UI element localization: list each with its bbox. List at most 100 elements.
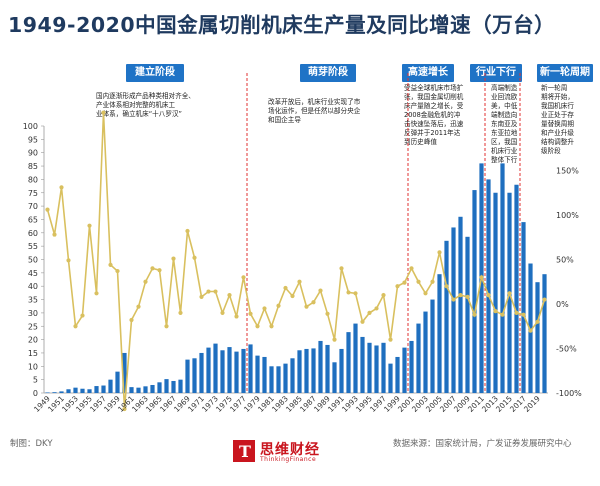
growth-point <box>234 314 239 319</box>
note-line: 受益全球机床市场扩 <box>404 84 464 92</box>
bar <box>255 355 260 393</box>
left-tick-label: 70 <box>28 202 38 211</box>
bar <box>52 392 57 393</box>
growth-point <box>402 280 407 285</box>
left-tick-label: 95 <box>28 135 38 144</box>
phase-label-new-cycle: 新一轮周期 <box>537 64 593 82</box>
bar <box>80 388 85 393</box>
logo-subtitle: ThinkingFinance <box>260 456 317 463</box>
growth-point <box>507 291 512 296</box>
growth-point <box>360 319 365 324</box>
growth-point <box>227 293 232 298</box>
bar <box>416 323 421 393</box>
growth-point <box>276 303 281 308</box>
bar <box>451 227 456 393</box>
left-tick-label: 40 <box>28 282 38 291</box>
bar <box>87 389 92 393</box>
growth-point <box>255 324 260 329</box>
note-line: 国内逐渐形成产品种类相对齐全、 <box>96 92 195 100</box>
growth-point <box>192 255 197 260</box>
bar <box>535 282 540 393</box>
left-tick-label: 45 <box>28 269 38 278</box>
note-line: 场化运作，但是任然以部分央企 <box>268 107 361 115</box>
bar <box>367 342 372 393</box>
footer-source: 数据来源：国家统计局，广发证券发展研究中心 <box>393 439 572 449</box>
growth-point <box>269 324 274 329</box>
left-tick-label: 55 <box>28 242 38 251</box>
note-line: 级阶段 <box>541 147 561 155</box>
growth-point <box>423 291 428 296</box>
bar <box>262 356 267 393</box>
growth-point <box>325 311 330 316</box>
bar <box>444 240 449 393</box>
footer-maker: 制图：DKY <box>10 439 53 449</box>
left-tick-label: 20 <box>28 336 38 345</box>
bar <box>493 192 498 393</box>
note-line: 结构调整升 <box>541 138 574 146</box>
bar <box>346 332 351 393</box>
phase-label-rapid-growth: 高速增长 <box>402 64 454 82</box>
phase-label-sprout: 萌芽阶段 <box>300 64 356 82</box>
growth-point <box>290 293 295 299</box>
bar <box>101 385 106 393</box>
growth-point <box>346 290 351 295</box>
growth-line <box>46 112 546 410</box>
bar <box>339 348 344 393</box>
growth-point <box>297 279 302 284</box>
bar <box>241 348 246 393</box>
growth-point <box>395 284 400 289</box>
bar <box>66 389 71 393</box>
left-tick-label: 80 <box>28 175 38 184</box>
growth-point <box>52 232 57 237</box>
bar <box>136 387 141 393</box>
left-tick-label: 25 <box>28 322 38 331</box>
bar <box>458 216 463 393</box>
growth-point <box>528 328 533 333</box>
note-line: 改革开放后，机床行业实现了市 <box>268 98 361 106</box>
growth-point <box>409 266 414 271</box>
note-line: 美，中低 <box>491 102 518 110</box>
bar <box>409 340 414 393</box>
bar <box>178 379 183 393</box>
phase-note-sprout: 改革开放后，机床行业实现了市 场化运作，但是任然以部分央企 和国企主导 <box>268 98 398 125</box>
note-line: 期将开始， <box>541 93 574 101</box>
bar <box>528 263 533 393</box>
growth-point <box>311 300 316 305</box>
phase-label-downturn: 行业下行 <box>470 64 522 82</box>
phase-note-new-cycle: 新一轮周 期将开始， 我国机床行 业正处于存 量替换周期 和产业升级 结构调整升… <box>541 84 597 156</box>
bar <box>297 350 302 393</box>
left-tick-label: 85 <box>28 162 38 171</box>
note-line: 端制造向 <box>491 111 518 119</box>
growth-point <box>367 310 372 315</box>
note-line: 产业体系相对完整的机床工 <box>96 101 176 109</box>
note-line: 到历史峰值 <box>404 138 437 146</box>
bar <box>283 363 288 393</box>
growth-point <box>248 311 253 316</box>
left-tick-label: 15 <box>28 349 38 358</box>
bar <box>542 274 547 393</box>
note-line: 新一轮周 <box>541 84 568 92</box>
growth-point <box>479 275 484 280</box>
bar <box>213 343 218 393</box>
growth-point <box>444 284 449 289</box>
note-line: 东南亚及 <box>491 120 518 128</box>
growth-point <box>437 250 442 255</box>
note-line: 业回流欧 <box>491 93 518 101</box>
right-tick-label: 100% <box>556 211 579 220</box>
bar <box>115 371 120 393</box>
bar <box>192 358 197 393</box>
left-tick-label: 10 <box>28 362 38 371</box>
bar <box>402 347 407 393</box>
left-tick-label: 0 <box>33 389 38 398</box>
bar <box>388 363 393 393</box>
growth-point <box>388 337 393 342</box>
phase-note-establish: 国内逐渐形成产品种类相对齐全、 产业体系相对完整的机床工 业体系，确立机床“十八… <box>96 92 244 119</box>
phase-note-rapid-growth: 受益全球机床市场扩 张，我国金属切削机 床产量随之增长，受 2008金融危机的冲… <box>404 84 484 147</box>
logo-name: 思维财经 <box>260 442 320 458</box>
left-tick-label: 75 <box>28 189 38 198</box>
left-tick-label: 5 <box>33 376 38 385</box>
growth-point <box>101 110 106 115</box>
bar <box>45 392 50 393</box>
growth-point <box>122 406 127 412</box>
bar <box>108 379 113 393</box>
